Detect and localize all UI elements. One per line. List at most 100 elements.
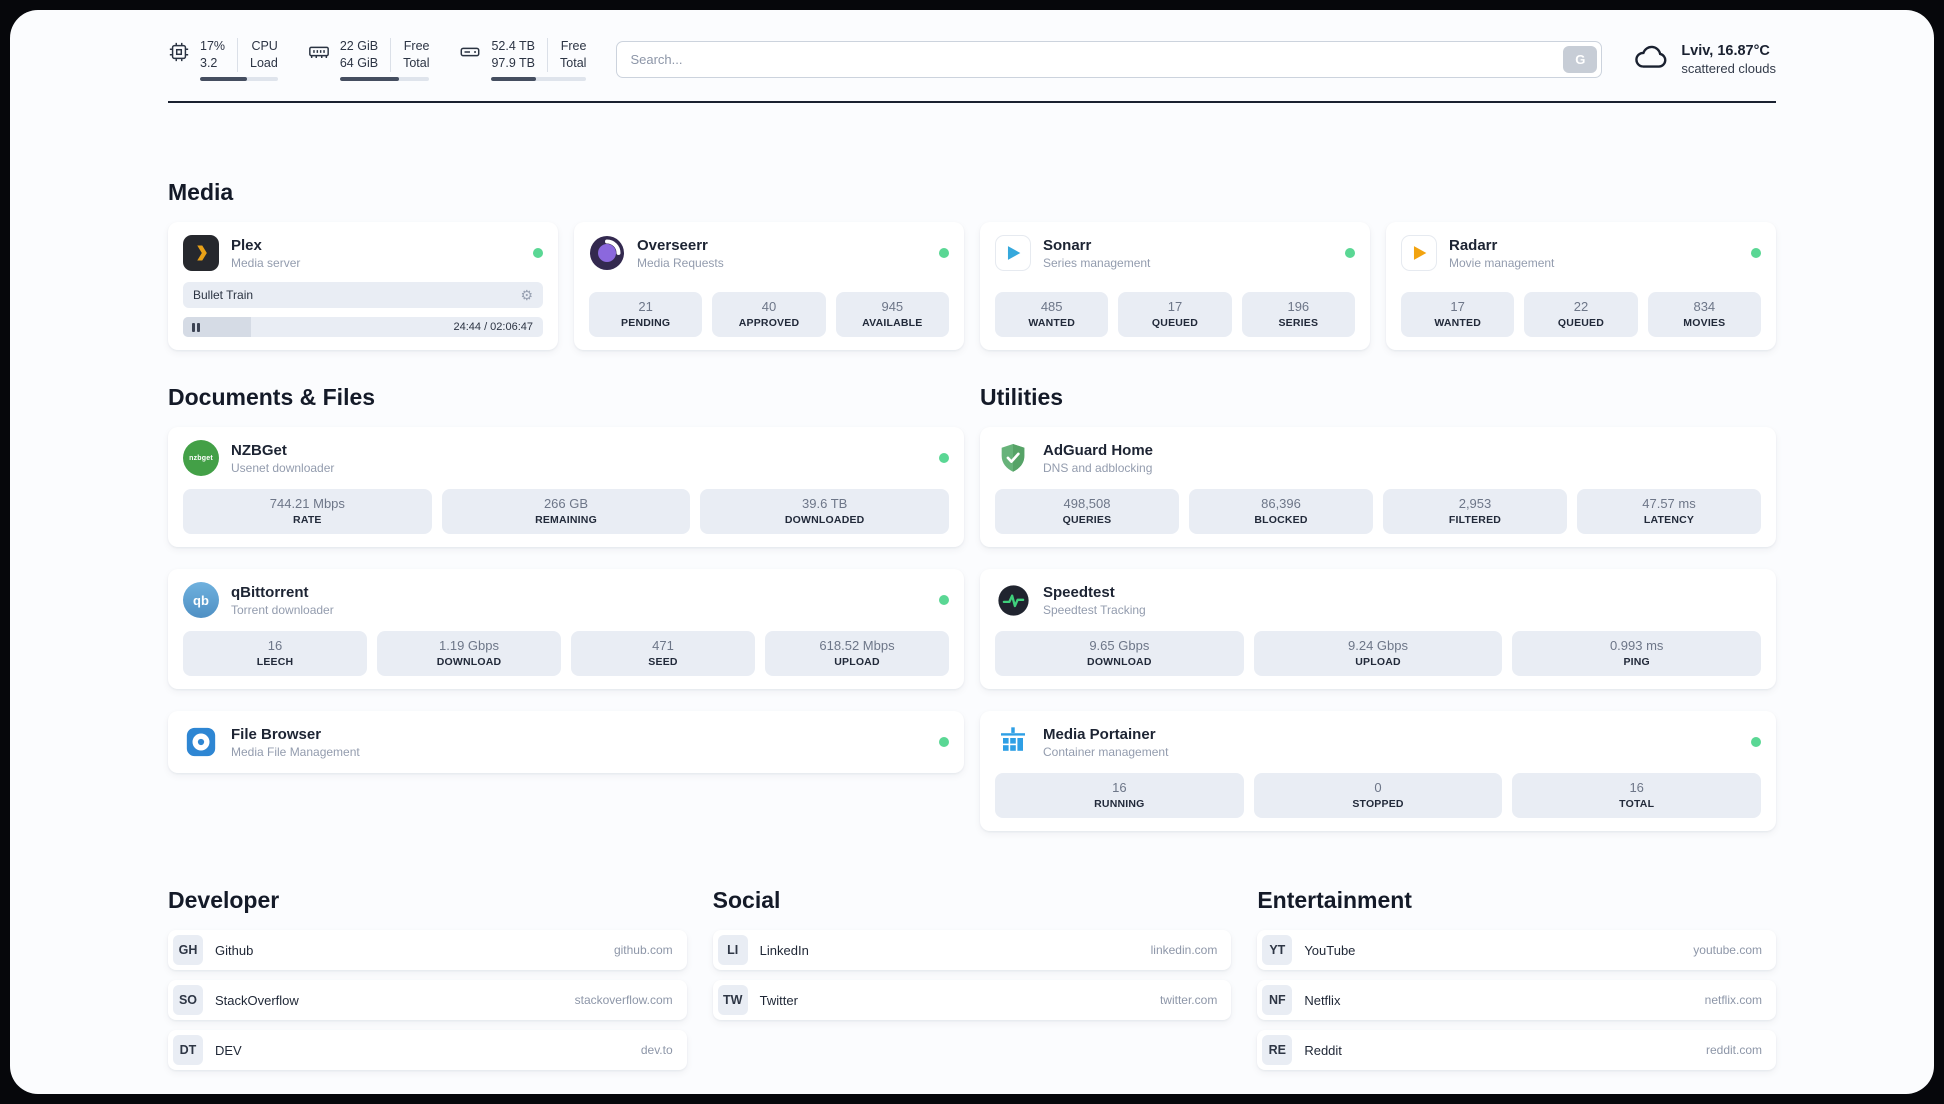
stat-pill: 17 QUEUED <box>1118 292 1232 337</box>
stat-pill: 21 PENDING <box>589 292 703 337</box>
ram-progress-fill <box>339 77 399 81</box>
ram-metric: 22 GiB 64 GiB Free Total <box>308 38 430 81</box>
utilities-section: Utilities <box>980 384 1776 831</box>
stat-label: TOTAL <box>1619 798 1655 810</box>
media-section-title: Media <box>168 179 234 205</box>
link-dev[interactable]: DT DEV dev.to <box>168 1030 687 1070</box>
cpu-progress-fill <box>200 77 247 81</box>
sonarr-card[interactable]: Sonarr Series management 485 WANTED 17 Q… <box>980 222 1370 350</box>
stat-label: LATENCY <box>1643 514 1695 526</box>
link-reddit[interactable]: RE Reddit reddit.com <box>1257 1030 1776 1070</box>
search-input[interactable] <box>616 41 1603 78</box>
weather-widget[interactable]: Lviv, 16.87°C scattered clouds <box>1632 38 1776 81</box>
status-indicator <box>939 595 949 605</box>
stat-pill: 0.993 ms PING <box>1512 631 1762 676</box>
speedtest-card[interactable]: Speedtest Speedtest Tracking 9.65 Gbps D… <box>980 569 1776 689</box>
link-linkedin[interactable]: LI LinkedIn linkedin.com <box>712 930 1232 970</box>
app-subtitle: Media File Management <box>231 744 360 759</box>
portainer-icon <box>995 724 1031 760</box>
link-name: StackOverflow <box>215 992 299 1008</box>
radarr-icon <box>1401 235 1437 271</box>
weather-condition: scattered clouds <box>1681 61 1776 76</box>
stat-value: 17 <box>1167 299 1183 314</box>
search-engine-button[interactable]: G <box>1563 46 1598 73</box>
app-name: Plex <box>231 236 262 254</box>
portainer-card[interactable]: Media Portainer Container management 16 … <box>980 711 1776 831</box>
overseerr-card[interactable]: Overseerr Media Requests 21 PENDING 40 A… <box>574 222 964 350</box>
speedtest-icon <box>995 582 1031 618</box>
stat-label: DOWNLOAD <box>436 656 502 668</box>
link-url: dev.to <box>640 1043 673 1057</box>
entertainment-section-title: Entertainment <box>1257 887 1412 913</box>
stat-pill: 485 WANTED <box>995 292 1109 337</box>
link-stackoverflow[interactable]: SO StackOverflow stackoverflow.com <box>168 980 687 1020</box>
stat-value: 16 <box>1112 780 1127 795</box>
status-indicator <box>1751 248 1761 258</box>
stat-pill: 834 MOVIES <box>1647 292 1761 337</box>
stat-label: DOWNLOADED <box>784 514 865 526</box>
media-section: Media Plex Media server <box>168 179 1776 350</box>
app-name: Radarr <box>1449 236 1498 254</box>
adguard-card[interactable]: AdGuard Home DNS and adblocking 498,508 … <box>980 427 1776 547</box>
radarr-card[interactable]: Radarr Movie management 17 WANTED 22 QUE… <box>1386 222 1776 350</box>
stackoverflow-icon: SO <box>173 985 203 1015</box>
dev-icon: DT <box>173 1035 203 1065</box>
social-section-title: Social <box>712 887 781 913</box>
stat-pill: 16 LEECH <box>183 631 367 676</box>
top-bar: 17% 3.2 CPU Load <box>168 38 1776 81</box>
gear-icon[interactable]: ⚙ <box>520 287 533 303</box>
nzbget-icon-text: nzbget <box>189 454 213 462</box>
reddit-icon: RE <box>1262 1035 1293 1065</box>
disk-icon <box>459 38 481 63</box>
app-name: qBittorrent <box>231 583 309 601</box>
status-indicator <box>939 737 949 747</box>
status-indicator <box>1345 248 1355 258</box>
plex-card[interactable]: Plex Media server Bullet Train ⚙ 24:44 /… <box>168 222 558 350</box>
ram-values: 22 GiB 64 GiB <box>340 38 378 72</box>
weather-location: Lviv, 16.87°C <box>1681 43 1770 59</box>
app-name: Overseerr <box>637 236 708 254</box>
stat-value: 86,396 <box>1261 496 1301 511</box>
stat-value: 47.57 ms <box>1642 496 1696 511</box>
stat-value: 744.21 Mbps <box>269 496 345 511</box>
stat-label: FILTERED <box>1448 514 1502 526</box>
link-twitter[interactable]: TW Twitter twitter.com <box>712 980 1232 1020</box>
stat-value: 945 <box>881 299 904 314</box>
stat-label: DOWNLOAD <box>1087 656 1152 668</box>
app-subtitle: Movie management <box>1449 255 1555 270</box>
cpu-metric: 17% 3.2 CPU Load <box>168 38 278 81</box>
stat-label: SEED <box>648 656 678 668</box>
stat-value: 485 <box>1040 299 1063 314</box>
ram-labels: Free Total <box>403 38 429 72</box>
stat-pill: 47.57 ms LATENCY <box>1577 489 1761 534</box>
stat-label: RATE <box>293 514 322 526</box>
plex-now-playing: Bullet Train ⚙ <box>183 282 543 308</box>
app-subtitle: Series management <box>1043 255 1151 270</box>
metric-separator <box>237 38 239 72</box>
link-name: Twitter <box>759 992 798 1008</box>
link-youtube[interactable]: YT YouTube youtube.com <box>1257 930 1776 970</box>
link-github[interactable]: GH Github github.com <box>168 930 687 970</box>
status-indicator <box>939 453 949 463</box>
link-netflix[interactable]: NF Netflix netflix.com <box>1257 980 1776 1020</box>
app-subtitle: Media Requests <box>637 255 724 270</box>
nzbget-card[interactable]: nzbget NZBGet Usenet downloader 744.21 M… <box>168 427 964 547</box>
metric-separator <box>547 38 549 72</box>
filebrowser-card[interactable]: File Browser Media File Management <box>168 711 964 773</box>
stat-pill: 945 AVAILABLE <box>835 292 949 337</box>
stat-pill: 471 SEED <box>571 631 755 676</box>
pause-icon[interactable] <box>192 322 202 332</box>
plex-playback-progress[interactable]: 24:44 / 02:06:47 <box>183 317 543 337</box>
documents-section: Documents & Files nzbget NZBGet Usenet d… <box>168 384 964 773</box>
disk-value-top: 52.4 TB <box>491 39 536 53</box>
stat-value: 196 <box>1287 299 1310 314</box>
stat-pill: 9.65 Gbps DOWNLOAD <box>995 631 1244 676</box>
app-name: Sonarr <box>1043 236 1092 254</box>
stat-value: 266 GB <box>543 496 589 511</box>
app-subtitle: Speedtest Tracking <box>1043 602 1146 617</box>
cpu-label-top: CPU <box>251 39 278 53</box>
app-subtitle: Media server <box>231 255 301 270</box>
qbittorrent-card[interactable]: qb qBittorrent Torrent downloader 16 <box>168 569 964 689</box>
disk-label-bottom: Total <box>560 56 587 70</box>
stat-pill: 266 GB REMAINING <box>441 489 691 534</box>
